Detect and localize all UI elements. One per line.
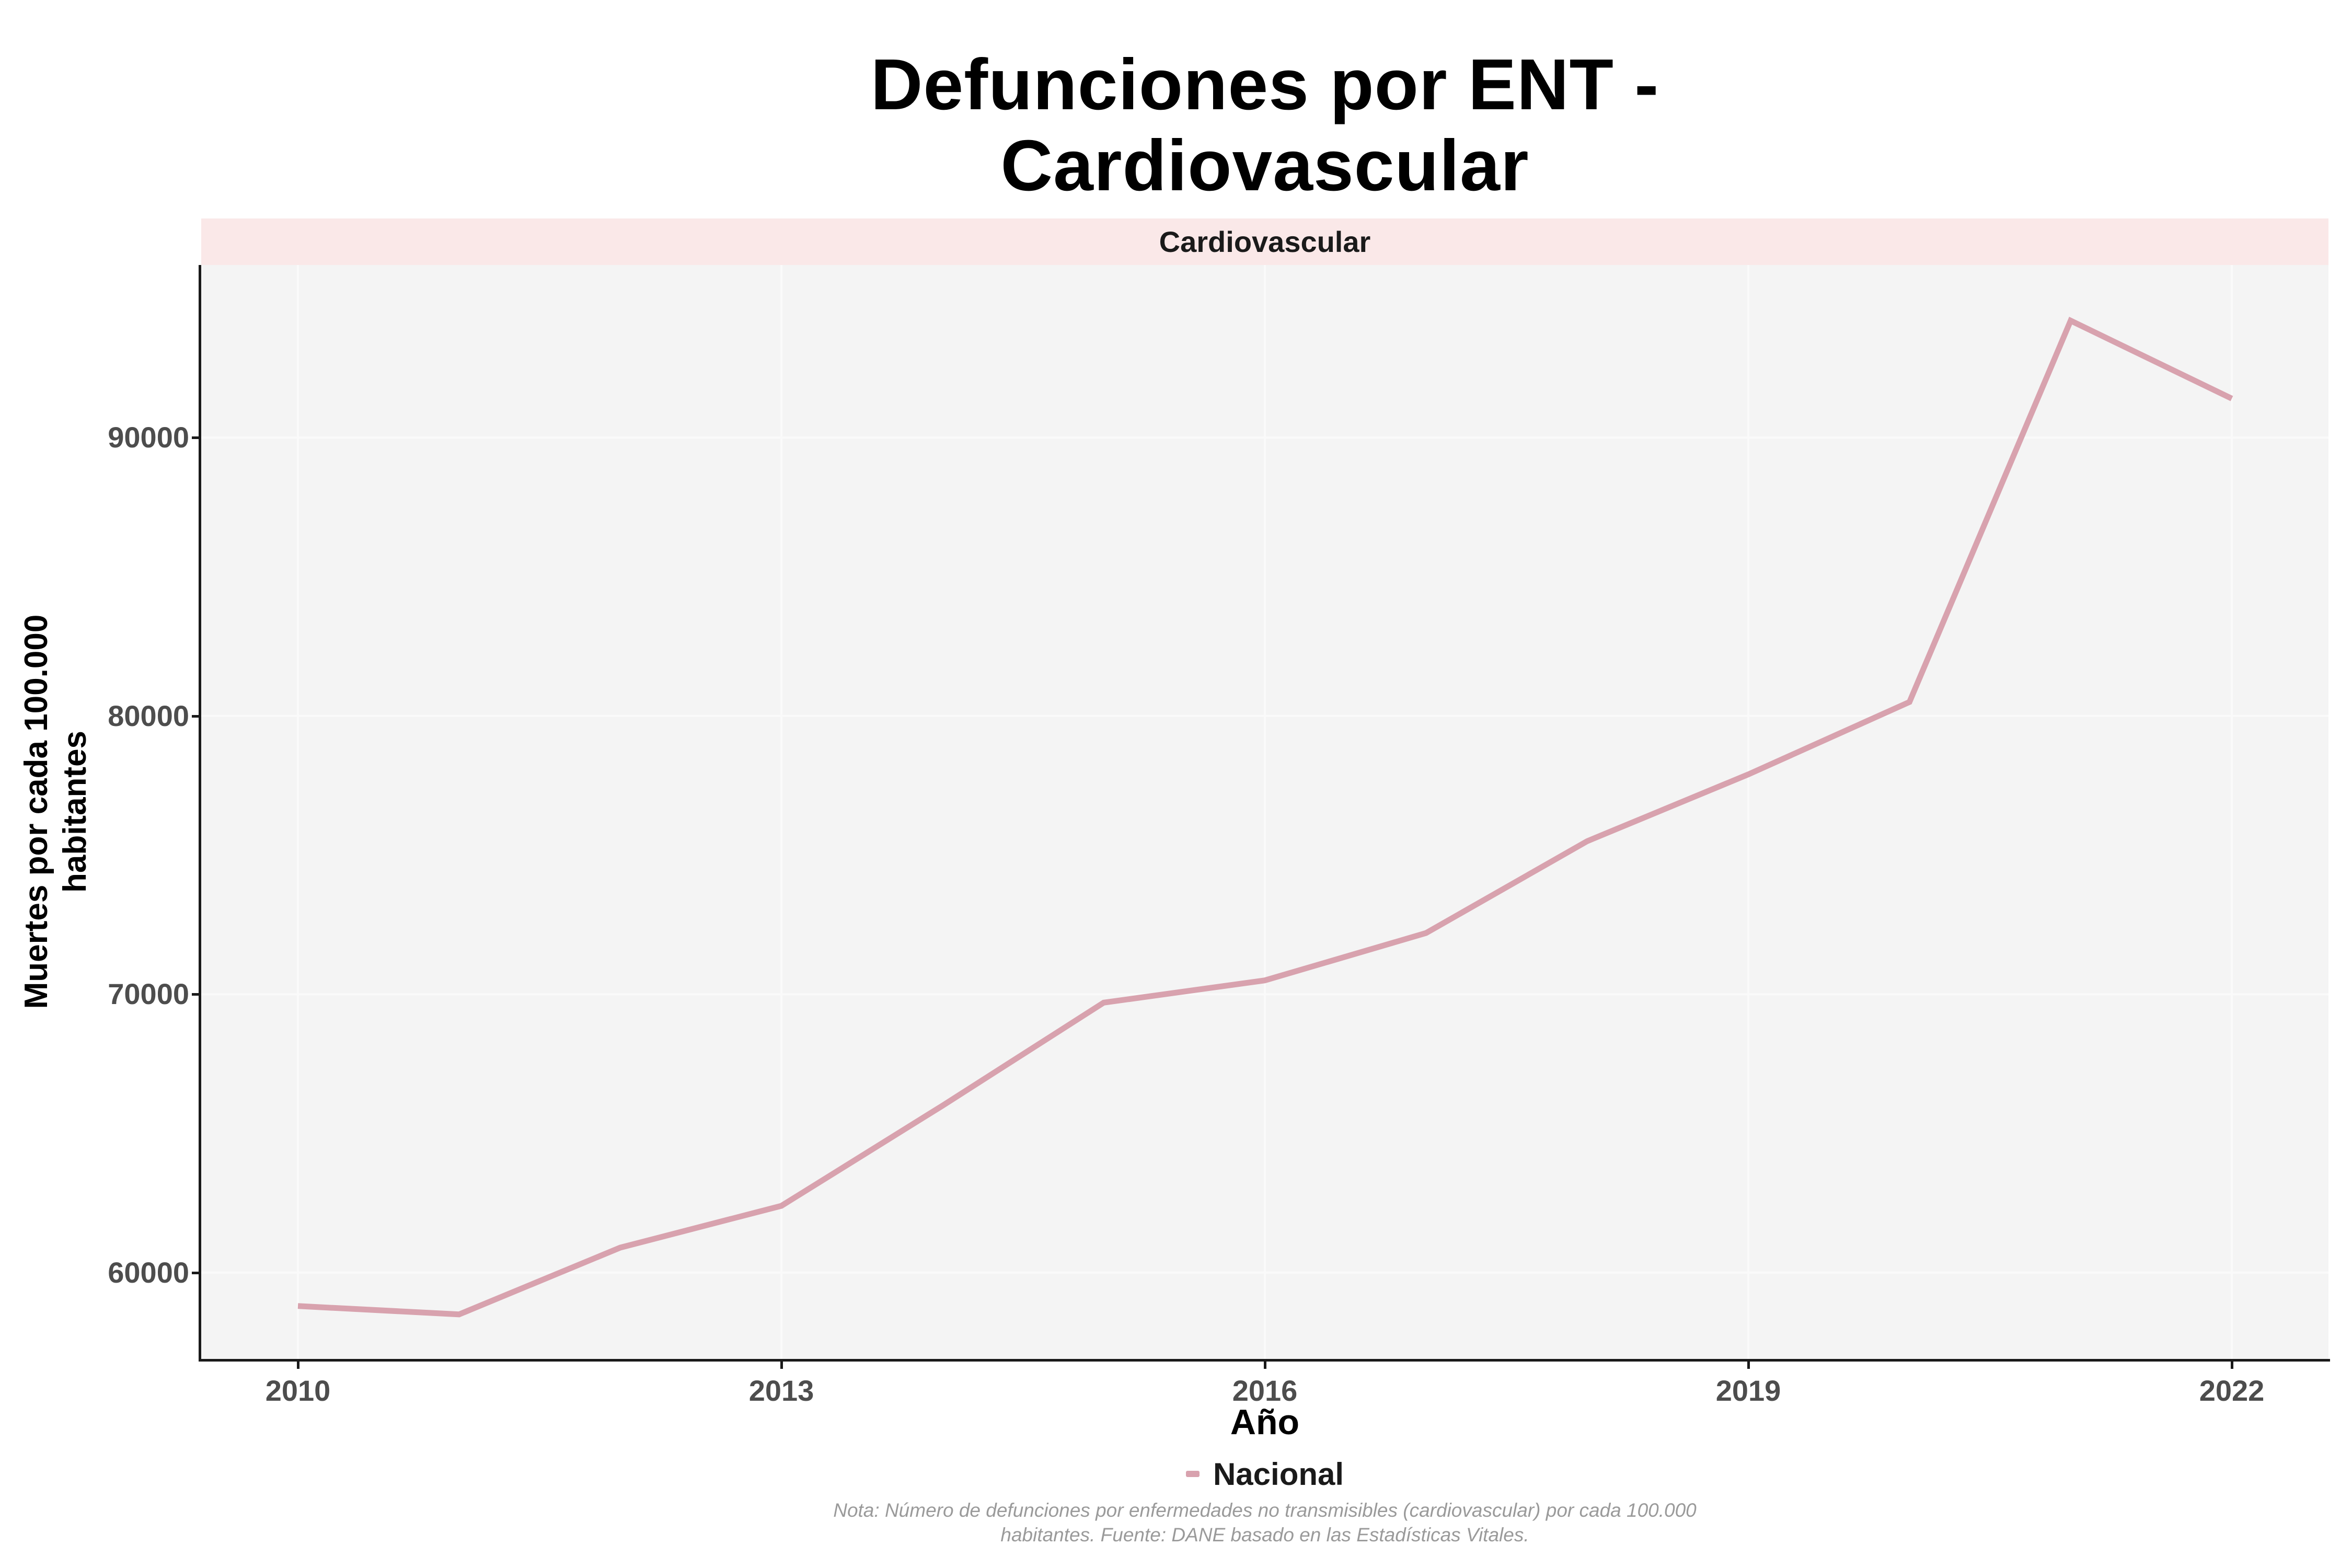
x-tick-label: 2022 [2199,1374,2265,1407]
y-tick-mark [192,1271,199,1274]
x-axis-title: Año [1230,1402,1300,1442]
y-tick-label: 90000 [108,421,189,454]
x-tick-label: 2019 [1715,1374,1781,1407]
legend-label: Nacional [1213,1456,1344,1492]
x-tick-mark [780,1362,783,1369]
x-tick-mark [297,1362,299,1369]
chart-title: Defunciones por ENT - Cardiovascular [201,44,2328,206]
y-tick-mark [192,436,199,440]
y-axis-title: Muertes por cada 100.000 habitantes [17,615,95,1009]
y-tick-mark [192,993,199,996]
legend-key-swatch [1185,1471,1200,1477]
x-tick-mark [2231,1362,2233,1369]
plot-svg [201,265,2328,1359]
chart-title-line-2: Cardiovascular [1000,125,1529,206]
plot-panel [201,265,2328,1359]
caption-note: Nota: Número de defunciones por enfermed… [201,1498,2328,1547]
caption-note-line-2: habitantes. Fuente: DANE basado en las E… [1000,1524,1529,1546]
y-axis-line [199,265,201,1362]
series-line-nacional [297,317,2233,1318]
facet-strip-label: Cardiovascular [1159,225,1371,258]
x-tick-label: 2013 [748,1374,814,1407]
y-tick-mark [192,714,199,718]
x-tick-mark [1747,1362,1750,1369]
y-axis-title-line-2: habitantes [57,730,93,893]
x-tick-label: 2016 [1232,1374,1298,1407]
x-tick-mark [1264,1362,1266,1369]
y-tick-label: 60000 [108,1255,189,1289]
y-axis-title-line-1: Muertes por cada 100.000 [18,614,54,1009]
facet-strip: Cardiovascular [201,218,2328,265]
x-axis-line [199,1359,2330,1362]
x-tick-label: 2010 [265,1374,331,1407]
y-tick-label: 80000 [108,699,189,732]
y-tick-label: 70000 [108,977,189,1011]
chart-title-line-1: Defunciones por ENT - [870,44,1659,125]
legend: Nacional [201,1456,2328,1492]
caption-note-line-1: Nota: Número de defunciones por enfermed… [833,1500,1697,1521]
